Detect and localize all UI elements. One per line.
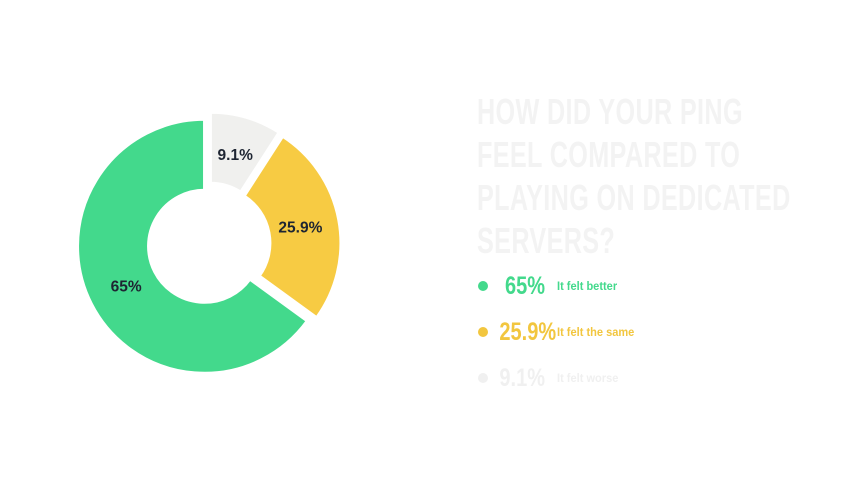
slice-value-label: 65% xyxy=(111,279,142,296)
slice-value-label: 9.1% xyxy=(218,147,254,164)
legend-item-better: 65% It felt better xyxy=(478,271,808,301)
donut-chart: 9.1% 25.9% 65% xyxy=(76,110,343,375)
pie-slice-it-felt-better xyxy=(76,117,309,375)
legend-dot-icon xyxy=(478,327,488,337)
page-title: HOW DID YOUR PING FEEL COMPARED TO PLAYI… xyxy=(477,90,806,262)
legend-dot-icon xyxy=(478,281,488,291)
legend-item-worse: 9.1% It felt worse xyxy=(478,363,808,393)
legend-label: It felt better xyxy=(557,279,618,293)
legend-label: It felt the same xyxy=(557,325,635,339)
page-title-line: HOW DID YOUR PING xyxy=(477,91,743,132)
pie-slice-it-felt-worse xyxy=(208,110,281,194)
legend-value: 65% xyxy=(504,271,545,300)
page-title-line: PLAYING ON DEDICATED xyxy=(477,177,791,218)
legend-dot-icon xyxy=(478,373,488,383)
donut-chart-svg: 9.1% 25.9% 65% xyxy=(76,110,343,375)
page-title-line: FEEL COMPARED TO xyxy=(477,134,741,175)
chart-legend: 65% It felt better 25.9% It felt the sam… xyxy=(478,271,808,409)
slice-value-label: 25.9% xyxy=(278,219,322,236)
pie-slice-it-felt-the-same xyxy=(242,134,343,320)
legend-value: 9.1% xyxy=(499,363,545,392)
legend-value: 25.9% xyxy=(499,317,557,346)
legend-item-same: 25.9% It felt the same xyxy=(478,317,808,347)
legend-label: It felt worse xyxy=(557,371,619,385)
page-title-line: SERVERS? xyxy=(477,220,616,261)
